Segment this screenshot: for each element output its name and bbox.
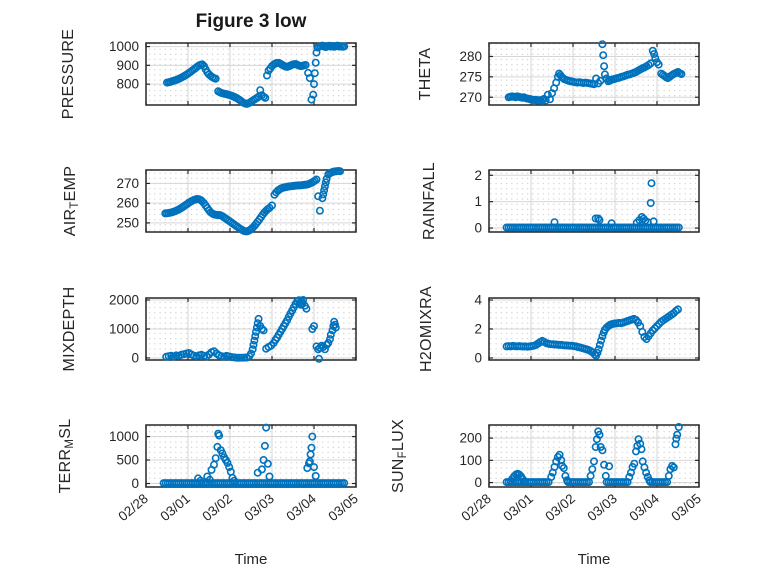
- svg-text:2: 2: [474, 322, 482, 337]
- y-axis-label: H2OMIXRA: [418, 286, 435, 372]
- y-axis-label: AIRTEMP: [62, 166, 81, 236]
- svg-text:500: 500: [116, 453, 139, 468]
- svg-text:1000: 1000: [109, 429, 139, 444]
- y-axis-label: TERRMSL: [57, 419, 76, 494]
- subplot-rainfall: 0 1 2 RAINFALL: [421, 162, 700, 240]
- x-tick-label: 02/28: [115, 491, 151, 524]
- svg-text:0: 0: [474, 475, 482, 490]
- x-tick-label: 03/01: [500, 491, 536, 524]
- x-tick-label: 03/02: [542, 491, 578, 524]
- subplot-sun-flux: 0 100 200 SUNFLUX 02/28 03/01 03/02 03/03 03/04 0…: [390, 419, 704, 524]
- svg-text:2: 2: [474, 168, 482, 183]
- svg-text:270: 270: [459, 90, 482, 105]
- svg-text:4: 4: [474, 293, 482, 308]
- y-axis-label: RAINFALL: [421, 162, 438, 240]
- y-axis-label: SUNFLUX: [390, 419, 409, 493]
- x-tick-label: 03/02: [199, 491, 235, 524]
- svg-text:270: 270: [116, 176, 139, 191]
- subplot-terr-msl: 0 500 1000 TERRMSL 02/28 03/01 03/02 03/03 03/04…: [57, 419, 361, 524]
- svg-text:0: 0: [131, 350, 139, 365]
- x-tick-label: 03/03: [584, 491, 620, 524]
- x-tick-label: 03/03: [241, 491, 277, 524]
- svg-text:260: 260: [116, 196, 139, 211]
- svg-text:0: 0: [474, 350, 482, 365]
- y-axis-label: MIXDEPTH: [61, 286, 78, 371]
- svg-text:0: 0: [131, 476, 139, 491]
- x-tick-label: 03/05: [668, 491, 704, 524]
- svg-text:0: 0: [474, 221, 482, 236]
- data-points: [504, 40, 686, 105]
- svg-text:900: 900: [116, 58, 139, 73]
- svg-text:2000: 2000: [109, 293, 139, 308]
- svg-text:100: 100: [459, 453, 482, 468]
- data-points: [162, 295, 340, 363]
- x-axis-label-right: Time: [577, 551, 611, 568]
- data-points: [502, 305, 682, 360]
- data-points: [161, 167, 344, 236]
- svg-text:800: 800: [116, 77, 139, 92]
- figure-title: Figure 3 low: [195, 11, 307, 32]
- data-points: [502, 422, 683, 487]
- x-tick-label: 03/04: [283, 491, 319, 525]
- x-tick-label: 03/05: [325, 491, 361, 524]
- x-tick-label: 03/01: [157, 491, 193, 524]
- svg-text:250: 250: [116, 215, 139, 230]
- data-points: [502, 179, 683, 232]
- x-tick-label: 02/28: [458, 491, 494, 524]
- svg-text:1000: 1000: [109, 39, 139, 54]
- subplot-pressure: 800 900 1000 PRESSURE: [60, 29, 357, 119]
- svg-text:1: 1: [474, 194, 482, 209]
- x-tick-label: 03/04: [626, 491, 662, 525]
- svg-text:1000: 1000: [109, 322, 139, 337]
- svg-text:200: 200: [459, 431, 482, 446]
- subplot-air-temp: 250 260 270 AIRTEMP: [62, 166, 357, 236]
- data-points: [163, 41, 349, 108]
- subplot-mixdepth: 0 1000 2000 MIXDEPTH: [61, 286, 357, 372]
- subplot-theta: 270 275 280 THETA: [417, 40, 700, 106]
- data-points: [159, 423, 349, 488]
- x-axis-label-left: Time: [234, 551, 268, 568]
- y-axis-label: PRESSURE: [60, 29, 77, 119]
- subplot-h2omixra: 0 2 4 H2OMIXRA: [418, 286, 700, 372]
- svg-text:275: 275: [459, 69, 482, 84]
- svg-text:280: 280: [459, 49, 482, 64]
- y-axis-label: THETA: [417, 48, 434, 101]
